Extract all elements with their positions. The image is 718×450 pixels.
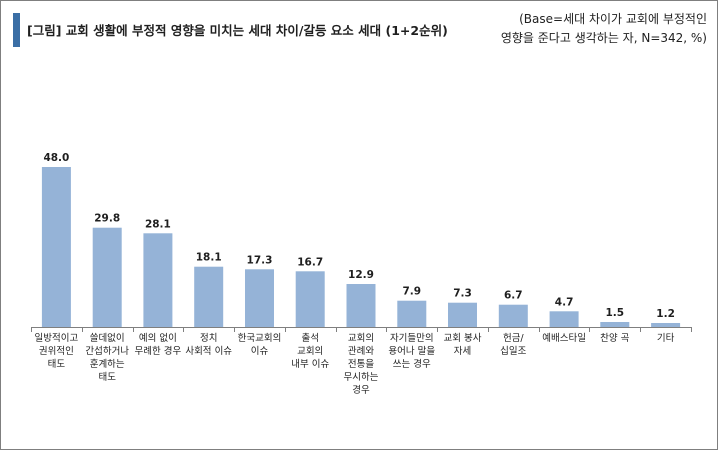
category-label-line: 훈계하는 xyxy=(90,358,125,370)
bar xyxy=(92,227,122,327)
category-label-line: 관례와 xyxy=(348,345,374,357)
category-label: 정치 사회적 이슈 xyxy=(185,332,232,357)
bar-value-label: 7.9 xyxy=(402,286,421,298)
bar xyxy=(41,167,71,327)
category-label-line: 예의 없이 xyxy=(139,332,177,344)
category-label-line: 태도 xyxy=(48,359,66,370)
category-label-line: 전통을 xyxy=(348,359,374,370)
category-label-line: 태도 xyxy=(98,372,116,383)
base-note-line-2: 영향을 준다고 생각하는 자, N=342, %) xyxy=(500,31,707,45)
category-label-line: 찬양 곡 xyxy=(600,333,629,344)
category-label-line: 사회적 이슈 xyxy=(185,345,232,357)
category-label: 기타 xyxy=(657,333,675,344)
category-label-line: 무시하는 xyxy=(344,371,379,383)
category-label: 예의 없이 무례한 경우 xyxy=(135,332,182,357)
category-label-line: 쓸데없이 xyxy=(90,332,125,344)
category-label-line: 교회 봉사 xyxy=(444,333,482,344)
bar xyxy=(143,233,173,327)
x-axis-ticks xyxy=(31,327,692,332)
category-label-line: 한국교회의 xyxy=(238,333,282,344)
category-label-line: 자기들만의 xyxy=(390,333,434,344)
category-label-line: 예배스타일 xyxy=(542,333,586,344)
bar-value-label: 48.0 xyxy=(43,152,69,164)
category-label-line: 경우 xyxy=(352,384,370,396)
category-label-line: 내부 이슈 xyxy=(291,359,329,370)
category-label-line: 간섭하거나 xyxy=(85,345,129,357)
base-note-line-1: (Base=세대 차이가 교회에 부정적인 xyxy=(519,12,707,26)
value-labels-group: 48.0 29.8 28.1 18.1 17.3 16.7 12.9 7.9 7.3 6.7 4.7… xyxy=(43,152,674,320)
bar xyxy=(397,300,427,327)
category-label-line: 교회의 xyxy=(348,333,374,344)
category-label: 찬양 곡 xyxy=(600,333,629,344)
bar xyxy=(651,323,681,327)
bar xyxy=(448,302,477,327)
category-label-line: 용어나 말을 xyxy=(388,345,435,357)
category-label-line: 헌금/ xyxy=(503,333,524,344)
bars-group xyxy=(41,167,681,327)
category-label: 자기들만의 용어나 말을 쓰는 경우 xyxy=(388,333,435,370)
bar xyxy=(549,311,579,327)
bar-value-label: 12.9 xyxy=(348,269,374,281)
category-label-line: 무례한 경우 xyxy=(135,345,182,357)
category-label-line: 십일조 xyxy=(500,346,526,357)
bar xyxy=(295,271,325,327)
bar xyxy=(245,269,274,327)
category-label: 헌금/십일조 xyxy=(500,333,526,357)
bar-value-label: 4.7 xyxy=(555,296,574,308)
category-label-line: 이슈 xyxy=(251,346,269,357)
bar-value-label: 1.2 xyxy=(656,308,675,320)
bar-value-label: 7.3 xyxy=(453,288,472,300)
bar xyxy=(346,284,376,327)
category-label-line: 일방적이고 xyxy=(35,332,79,344)
category-label-line: 권위적인 xyxy=(39,345,74,357)
bar-value-label: 17.3 xyxy=(247,254,273,266)
chart-title: [그림] 교회 생활에 부정적 영향을 미치는 세대 차이/갈등 요소 세대 (… xyxy=(27,23,448,38)
category-label-line: 쓰는 경우 xyxy=(393,358,431,370)
category-label-line: 정치 xyxy=(200,332,217,344)
bar xyxy=(498,304,528,327)
category-label-line: 기타 xyxy=(657,333,675,344)
title-accent-bar xyxy=(13,13,20,47)
bar-value-label: 16.7 xyxy=(297,256,323,268)
bar xyxy=(600,322,630,327)
bar-value-label: 29.8 xyxy=(94,213,120,225)
bar xyxy=(194,266,224,327)
category-label-line: 교회의 xyxy=(297,346,323,357)
base-note: (Base=세대 차이가 교회에 부정적인 영향을 준다고 생각하는 자, N=… xyxy=(501,10,707,48)
bar-value-label: 28.1 xyxy=(145,218,171,230)
category-label-line: 자세 xyxy=(454,346,471,357)
bar-value-label: 1.5 xyxy=(605,307,624,319)
category-label: 예배스타일 xyxy=(542,333,586,344)
bar-value-label: 18.1 xyxy=(196,252,222,264)
bar-value-label: 6.7 xyxy=(504,290,523,302)
category-label-line: 출석 xyxy=(301,333,318,344)
